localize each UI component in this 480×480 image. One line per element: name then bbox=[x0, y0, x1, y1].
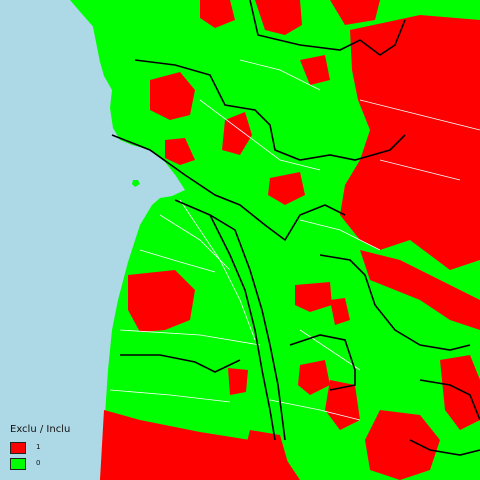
district-borders bbox=[111, 0, 480, 456]
commune-borders bbox=[109, 59, 480, 421]
legend-item-excluded: 1 bbox=[10, 442, 90, 454]
legend-item-included: 0 bbox=[10, 458, 90, 470]
legend-swatch-included bbox=[10, 458, 26, 470]
legend-label-excluded: 1 bbox=[36, 443, 41, 451]
legend-label-included: 0 bbox=[36, 459, 41, 467]
legend-title: Exclu / Inclu bbox=[10, 424, 71, 435]
excluded-zones bbox=[100, 0, 480, 480]
map-legend: Exclu / Inclu 1 0 bbox=[6, 420, 96, 476]
island-small bbox=[132, 180, 140, 187]
legend-swatch-excluded bbox=[10, 442, 26, 454]
peninsula-north bbox=[70, 0, 130, 82]
